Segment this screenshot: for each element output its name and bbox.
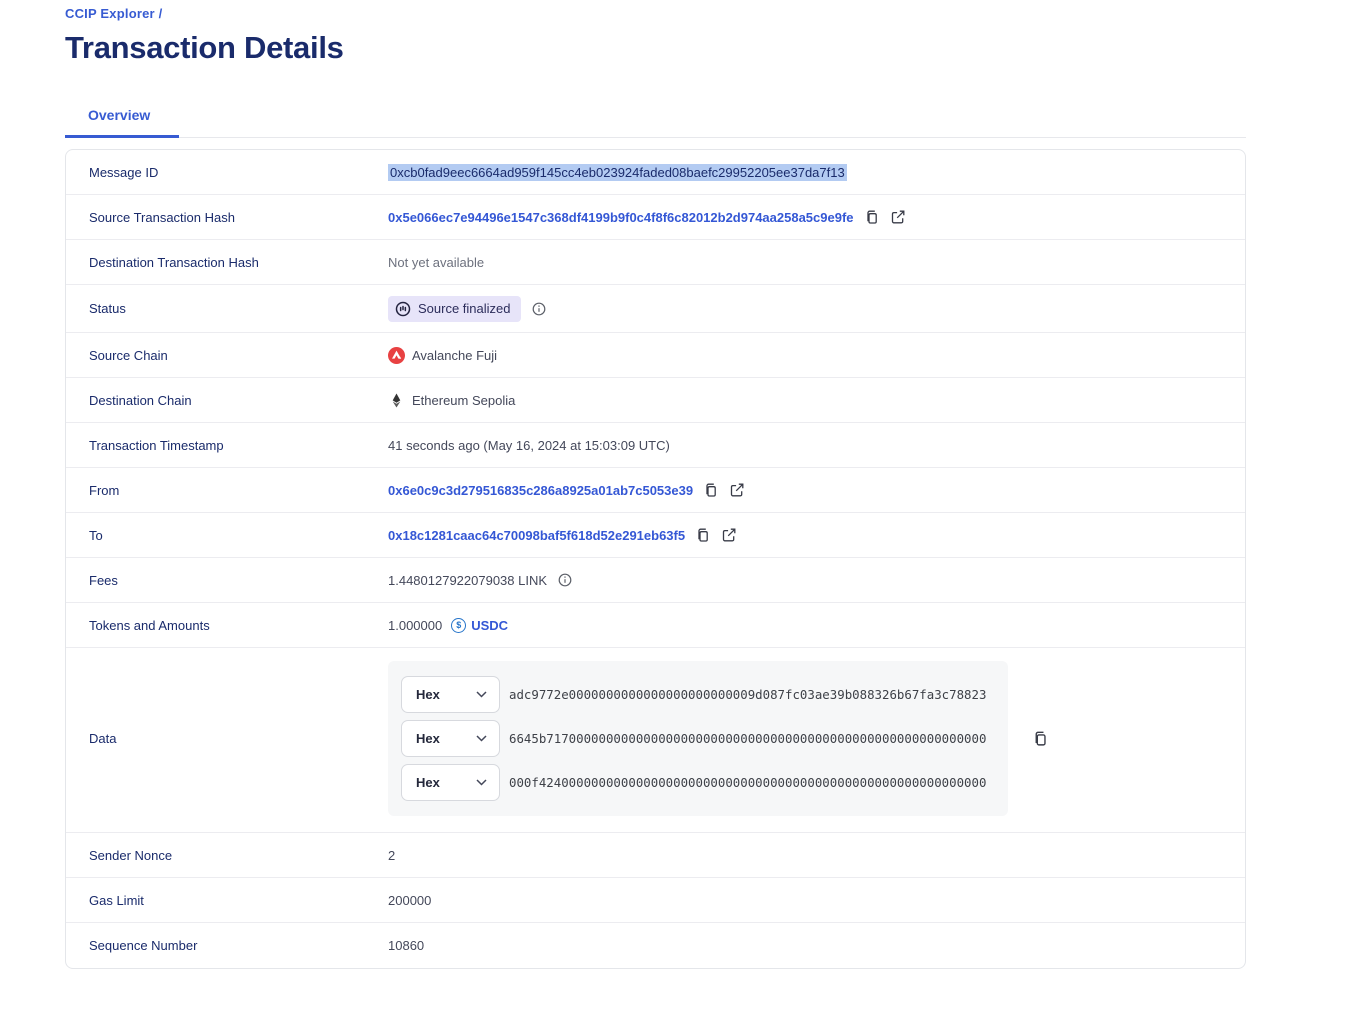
page-title: Transaction Details — [65, 30, 344, 65]
copy-icon[interactable] — [1032, 730, 1049, 747]
chevron-down-icon — [476, 779, 487, 786]
copy-icon[interactable] — [703, 482, 719, 498]
copy-icon[interactable] — [695, 527, 711, 543]
field-label: Tokens and Amounts — [89, 617, 210, 633]
chevron-down-icon — [476, 691, 487, 698]
field-label: Sender Nonce — [89, 847, 173, 863]
field-label: Transaction Timestamp — [89, 437, 224, 453]
row-dest-chain: Destination Chain Ethereum Sepolia — [66, 378, 1245, 423]
row-source-tx-hash: Source Transaction Hash 0x5e066ec7e94496… — [66, 195, 1245, 240]
tab-overview[interactable]: Overview — [65, 107, 180, 138]
copy-icon[interactable] — [864, 209, 880, 225]
timestamp-value: 41 seconds ago (May 16, 2024 at 15:03:09… — [388, 437, 670, 453]
external-link-icon[interactable] — [721, 527, 737, 543]
row-message-id: Message ID 0xcb0fad9eec6664ad959f145cc4e… — [66, 150, 1245, 195]
field-label: Sequence Number — [89, 938, 198, 953]
data-hex-value: adc9772e0000000000000000000000009d087fc0… — [509, 687, 987, 702]
row-data: Data Hex adc9772e00000000000000000000000… — [66, 648, 1245, 833]
row-tokens-amounts: Tokens and Amounts 1.000000 $ USDC — [66, 603, 1245, 648]
info-icon[interactable] — [558, 573, 572, 587]
row-fees: Fees 1.4480127922079038 LINK — [66, 558, 1245, 603]
external-link-icon[interactable] — [729, 482, 745, 498]
hex-format-value: Hex — [416, 687, 440, 702]
row-timestamp: Transaction Timestamp 41 seconds ago (Ma… — [66, 423, 1245, 468]
transaction-details-card: Message ID 0xcb0fad9eec6664ad959f145cc4e… — [65, 149, 1246, 969]
field-label: Source Chain — [89, 347, 168, 363]
field-label: To — [89, 527, 103, 543]
row-sender-nonce: Sender Nonce 2 — [66, 833, 1245, 878]
hex-format-value: Hex — [416, 731, 440, 746]
sender-nonce-value: 2 — [388, 847, 396, 863]
hex-format-select[interactable]: Hex — [401, 764, 500, 801]
sequence-number-value: 10860 — [388, 938, 425, 953]
hex-line: Hex 6645b7170000000000000000000000000000… — [401, 720, 993, 757]
breadcrumb-separator: / — [154, 6, 163, 21]
row-source-chain: Source Chain Avalanche Fuji — [66, 333, 1245, 378]
dest-chain-value: Ethereum Sepolia — [412, 392, 516, 408]
progress-bars-icon — [395, 301, 411, 317]
data-hex-panel: Hex adc9772e0000000000000000000000009d08… — [388, 661, 1008, 816]
ethereum-icon — [388, 392, 405, 409]
tab-bar: Overview — [65, 107, 1246, 138]
usdc-icon: $ — [451, 617, 467, 633]
source-chain-value: Avalanche Fuji — [412, 347, 498, 363]
source-tx-hash-link[interactable]: 0x5e066ec7e94496e1547c368df4199b9f0c4f8f… — [388, 209, 854, 225]
hex-format-value: Hex — [416, 775, 440, 790]
breadcrumb: CCIP Explorer / — [65, 6, 1246, 21]
token-amount: 1.000000 — [388, 617, 443, 633]
row-status: Status Source finalized — [66, 285, 1245, 333]
data-hex-value: 000f424000000000000000000000000000000000… — [509, 775, 987, 790]
avalanche-icon — [388, 346, 405, 364]
row-gas-limit: Gas Limit 200000 — [66, 878, 1245, 923]
row-dest-tx-hash: Destination Transaction Hash Not yet ava… — [66, 240, 1245, 285]
status-badge: Source finalized — [388, 295, 521, 322]
field-label: Destination Chain — [89, 392, 192, 408]
row-sequence-number: Sequence Number 10860 — [66, 923, 1245, 968]
row-to: To 0x18c1281caac64c70098baf5f618d52e291e… — [66, 513, 1245, 558]
field-label: Data — [89, 731, 117, 746]
gas-limit-value: 200000 — [388, 892, 432, 908]
field-label: Gas Limit — [89, 892, 144, 908]
hex-line: Hex 000f42400000000000000000000000000000… — [401, 764, 993, 801]
hex-format-select[interactable]: Hex — [401, 720, 500, 757]
row-from: From 0x6e0c9c3d279516835c286a8925a01ab7c… — [66, 468, 1245, 513]
dest-tx-hash-value: Not yet available — [388, 254, 485, 270]
transaction-details-page: CCIP Explorer / Transaction Details Over… — [65, 6, 1246, 969]
status-badge-label: Source finalized — [418, 301, 511, 316]
field-label: Destination Transaction Hash — [89, 254, 259, 270]
info-icon[interactable] — [532, 302, 546, 316]
hex-format-select[interactable]: Hex — [401, 676, 500, 713]
chevron-down-icon — [476, 735, 487, 742]
to-address-link[interactable]: 0x18c1281caac64c70098baf5f618d52e291eb63… — [388, 527, 686, 543]
hex-line: Hex adc9772e0000000000000000000000009d08… — [401, 676, 993, 713]
field-label: Fees — [89, 572, 118, 588]
field-label: Source Transaction Hash — [89, 209, 235, 225]
breadcrumb-ccip-explorer-link[interactable]: CCIP Explorer — [65, 6, 155, 21]
field-label: Status — [89, 301, 126, 316]
field-label: Message ID — [89, 164, 159, 180]
field-label: From — [89, 482, 120, 498]
fees-value: 1.4480127922079038 LINK — [388, 572, 548, 588]
message-id-value[interactable]: 0xcb0fad9eec6664ad959f145cc4eb023924fade… — [388, 163, 847, 181]
token-link[interactable]: USDC — [471, 617, 509, 633]
external-link-icon[interactable] — [890, 209, 906, 225]
data-hex-value: 6645b71700000000000000000000000000000000… — [509, 731, 987, 746]
from-address-link[interactable]: 0x6e0c9c3d279516835c286a8925a01ab7c5053e… — [388, 482, 694, 498]
